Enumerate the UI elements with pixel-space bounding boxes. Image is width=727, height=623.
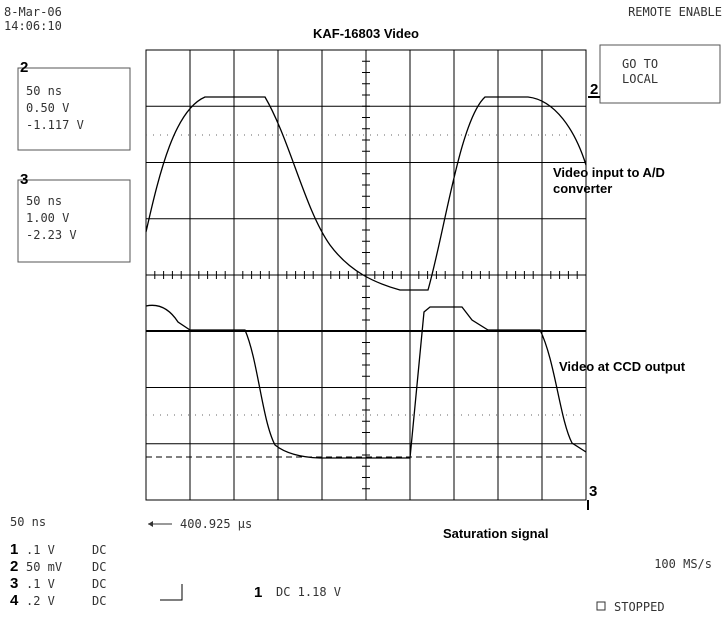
graticule (145, 49, 587, 501)
channel-offset: -2.23 V (26, 228, 77, 242)
channel-timebase: 50 ns (26, 84, 62, 98)
footer-delay: 400.925 µs (180, 517, 252, 531)
title: KAF-16803 Video (313, 26, 419, 41)
channel-list: 1 .1 V DC 2 50 mV DC 3 .1 V DC 4 .2 V DC (10, 541, 106, 609)
time: 14:06:10 (4, 19, 62, 33)
button-line[interactable]: GO TO (622, 57, 658, 71)
button-frame[interactable] (599, 44, 721, 104)
delay-arrowhead (148, 521, 153, 527)
trace-marker: 3 (589, 483, 597, 500)
go-to-local-button[interactable]: GO TO LOCAL (599, 44, 721, 104)
annotation: Video at CCD output (559, 359, 686, 374)
channel-box (17, 179, 131, 263)
trigger-setting: DC 1.18 V (276, 585, 341, 599)
channel-number: 2 (20, 59, 28, 76)
button-line[interactable]: LOCAL (622, 72, 658, 86)
stopped-box (596, 601, 606, 611)
channel-coupling: DC (92, 560, 106, 574)
footer-timebase: 50 ns (10, 515, 46, 529)
run-state: STOPPED (614, 600, 665, 614)
channel-number: 4 (10, 592, 19, 609)
channel-scale: 0.50 V (26, 101, 69, 115)
grid-lines (145, 49, 587, 501)
annotation: Video input to A/D (553, 165, 665, 180)
channel-scale: 1.00 V (26, 211, 69, 225)
channel-number: 2 (10, 558, 18, 575)
trace-marker: 2 (590, 81, 598, 98)
channel-coupling: DC (92, 594, 106, 608)
channel-timebase: 50 ns (26, 194, 62, 208)
annotation: converter (553, 181, 612, 196)
video-input-trace (145, 96, 587, 291)
channel-number: 1 (10, 541, 18, 558)
channel-box (17, 67, 131, 151)
date: 8-Mar-06 (4, 5, 62, 19)
ccd-output-trace (145, 304, 587, 459)
channel-scale: .1 V (26, 577, 55, 591)
trigger-channel: 1 (254, 584, 262, 601)
channel-coupling: DC (92, 577, 106, 591)
sample-rate: 100 MS/s (654, 557, 712, 571)
channel-scale: .2 V (26, 594, 55, 608)
channel-coupling: DC (92, 543, 106, 557)
channel-number: 3 (20, 171, 28, 188)
remote-status: REMOTE ENABLE (628, 5, 722, 19)
channel-scale: 50 mV (26, 560, 62, 574)
channel-number: 3 (10, 575, 18, 592)
trigger-edge-icon (160, 584, 183, 601)
channel-offset: -1.117 V (26, 118, 84, 132)
annotation: Saturation signal (443, 526, 548, 541)
channel-scale: .1 V (26, 543, 55, 557)
